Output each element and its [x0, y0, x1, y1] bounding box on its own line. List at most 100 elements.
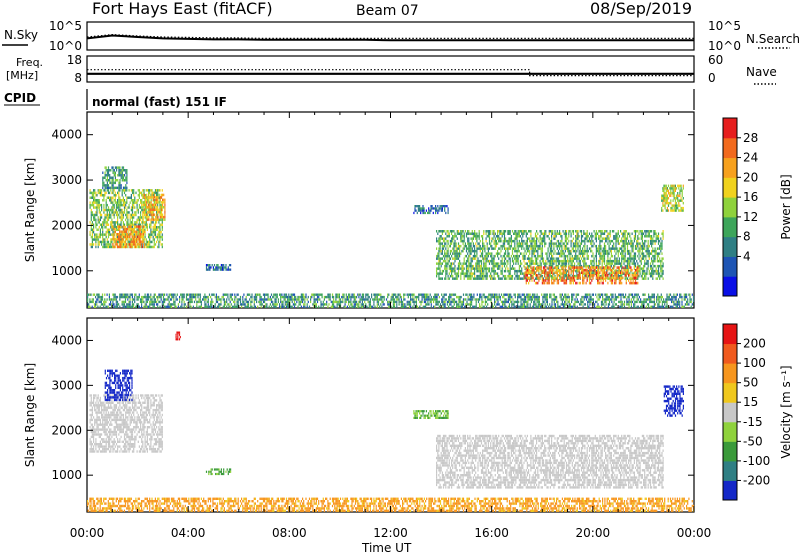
heatmap-cell [114, 293, 116, 296]
heatmap-cell [91, 196, 93, 199]
heatmap-cell [161, 189, 163, 192]
heatmap-cell [164, 215, 166, 219]
heatmap-cell [606, 271, 608, 274]
heatmap-cell [595, 266, 597, 269]
heatmap-cell [659, 239, 661, 243]
heatmap-cell [610, 249, 612, 253]
heatmap-cell [223, 303, 225, 306]
heatmap-cell [123, 225, 125, 228]
heatmap-cell [142, 193, 144, 197]
heatmap-cell [653, 254, 655, 258]
heatmap-cell [210, 303, 212, 306]
heatmap-cell [576, 244, 578, 248]
heatmap-cell [633, 237, 635, 240]
heatmap-cell [548, 276, 550, 280]
heatmap-cell [482, 267, 484, 270]
heatmap-cell [161, 208, 163, 212]
heatmap-cell [151, 215, 153, 219]
heatmap-cell [125, 169, 127, 172]
heatmap-cell [477, 267, 479, 270]
heatmap-cell [537, 274, 539, 277]
heatmap-cell [546, 235, 548, 238]
heatmap-cell [189, 293, 191, 296]
heatmap-cell [117, 201, 119, 204]
heatmap-cell [669, 201, 671, 205]
heatmap-cell [107, 208, 110, 212]
heatmap-cell [138, 243, 140, 246]
heatmap-cell [681, 192, 683, 195]
heatmap-cell [128, 206, 130, 209]
heatmap-cell [661, 244, 663, 248]
heatmap-cell [123, 245, 126, 249]
heatmap-cell [149, 300, 151, 304]
heatmap-cell [141, 235, 143, 238]
heatmap-cell [616, 237, 618, 240]
heatmap-cell [90, 218, 92, 222]
heatmap-cell [146, 295, 148, 299]
heatmap-cell [547, 279, 549, 282]
heatmap-cell [661, 199, 663, 202]
heatmap-cell [657, 247, 660, 250]
heatmap-cell [127, 305, 129, 308]
heatmap-cell [671, 209, 673, 212]
heatmap-cell [577, 254, 579, 258]
heatmap-cell [638, 247, 640, 250]
heatmap-cell [160, 243, 162, 246]
heatmap-cell [600, 244, 602, 248]
heatmap-cell [493, 254, 495, 258]
heatmap-cell [534, 262, 537, 265]
heatmap-cell [551, 257, 553, 260]
heatmap-cell [494, 239, 496, 243]
heatmap-cell [606, 230, 608, 233]
heatmap-cell [522, 235, 524, 238]
heatmap-cell [613, 271, 615, 274]
heatmap-cell [579, 264, 581, 268]
heatmap-cell [536, 257, 538, 260]
heatmap-cell [112, 191, 114, 195]
heatmap-cell [104, 166, 106, 169]
heatmap-cell [96, 208, 98, 212]
heatmap-cell [518, 244, 520, 248]
heatmap-cell [96, 206, 98, 209]
heatmap-cell [506, 264, 508, 268]
heatmap-cell [93, 206, 95, 209]
heatmap-cell [592, 264, 594, 268]
heatmap-cell [491, 277, 493, 280]
heatmap-cell [524, 276, 526, 280]
heatmap-cell [629, 232, 631, 235]
heatmap-cell [592, 244, 594, 248]
heatmap-cell [228, 264, 231, 267]
heatmap-cell [576, 249, 578, 253]
heatmap-cell [445, 247, 447, 250]
heatmap-cell [546, 271, 548, 274]
heatmap-cell [462, 269, 464, 273]
heatmap-cell [136, 245, 138, 249]
heatmap-cell [510, 277, 512, 280]
heatmap-cell [648, 269, 650, 273]
heatmap-cell [102, 226, 104, 229]
heatmap-cell [130, 293, 132, 296]
heatmap-cell [603, 262, 606, 265]
heatmap-cell [469, 274, 471, 278]
heatmap-cell [111, 191, 113, 195]
heatmap-cell [511, 267, 514, 270]
heatmap-cell [139, 238, 141, 241]
heatmap-cell [553, 252, 555, 255]
heatmap-cell [565, 242, 568, 245]
heatmap-cell [154, 201, 156, 204]
heatmap-cell [661, 259, 663, 263]
heatmap-cell [120, 223, 122, 226]
heatmap-cell [641, 244, 643, 248]
heatmap-cell [594, 266, 596, 269]
heatmap-cell [91, 203, 93, 207]
heatmap-cell [621, 244, 623, 248]
heatmap-cell [562, 262, 564, 265]
heatmap-cell [549, 242, 551, 245]
heatmap-cell [206, 295, 208, 299]
heatmap-cell [163, 198, 165, 202]
heatmap-cell [156, 226, 158, 229]
heatmap-cell [152, 206, 155, 209]
heatmap-cell [161, 243, 163, 246]
heatmap-cell [147, 295, 150, 299]
heatmap-cell [471, 237, 473, 240]
